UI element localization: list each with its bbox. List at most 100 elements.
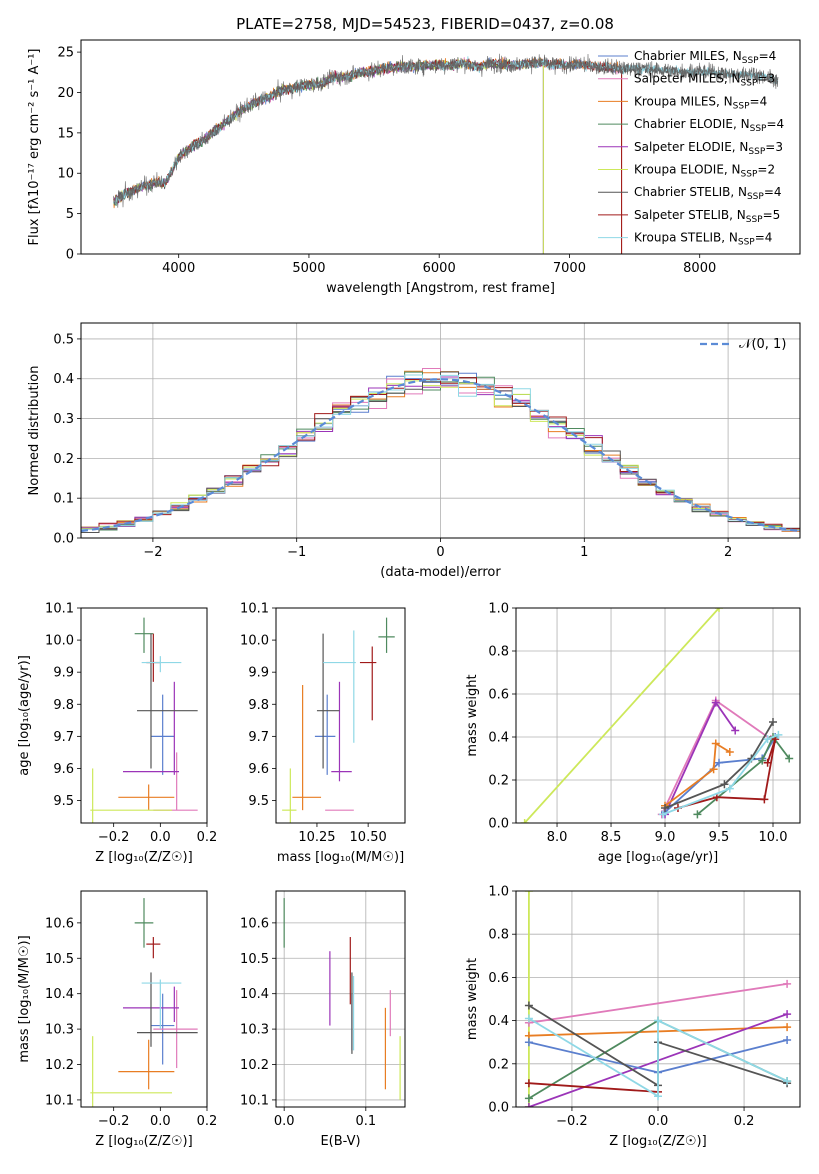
residuals-plot-area	[81, 368, 800, 533]
mass-Z-y-axis-label: mass [log₁₀(M/M☉)]	[17, 935, 32, 1062]
weight-marker	[711, 739, 720, 748]
y-tick-label: 9.5	[248, 794, 269, 809]
spectrum-legend: Chabrier MILES, NSSP=4 Salpeter MILES, NS…	[598, 49, 784, 248]
weight-age-plot-area	[520, 608, 794, 823]
weight-marker	[524, 1094, 533, 1103]
weight-age-y-axis-label: mass weight	[465, 674, 480, 756]
errorbar-point	[146, 937, 161, 959]
weight-marker	[783, 1023, 792, 1032]
y-tick-label: 10.3	[45, 1023, 74, 1038]
x-tick-label: 2	[724, 545, 732, 560]
y-tick-label: 10.3	[240, 1023, 269, 1038]
weight-marker	[520, 819, 529, 823]
weight-marker	[715, 758, 724, 767]
y-tick-label: 10.4	[45, 987, 74, 1002]
errorbar-point	[137, 633, 198, 769]
errorbar-point	[316, 633, 340, 769]
residuals-axes: −2 −1 0 1 2 0.0 0.1 0.2 0.3 0.4 0.5 (data-model)/er…	[27, 322, 801, 580]
age-Z-plot-area	[90, 617, 198, 823]
weight-marker	[774, 730, 783, 739]
spectrum-axes: 4000 5000 6000 7000 8000 0 5 10 15 20 25 wavelength…	[27, 39, 801, 296]
residual-histogram	[81, 374, 800, 531]
model-spectrum-line	[113, 57, 622, 202]
weight-marker	[725, 748, 734, 757]
x-tick-label: −0.2	[98, 1114, 130, 1129]
x-tick-label: −0.2	[98, 830, 130, 845]
y-tick-label: 9.9	[248, 666, 269, 681]
model-spectrum-line	[113, 58, 622, 204]
residuals-x-axis-label: (data-model)/error	[380, 565, 501, 580]
mass-ebv-x-axis-label: E(B-V)	[320, 1134, 360, 1149]
age-mass-plot-area	[282, 617, 395, 823]
errorbar-point	[123, 681, 179, 775]
y-tick-label: 0.8	[488, 645, 509, 660]
legend-entry: Salpeter STELIB, NSSP=5	[634, 208, 780, 225]
weight-marker	[783, 979, 792, 988]
x-tick-label: 8.5	[601, 830, 622, 845]
x-tick-label: −2	[143, 545, 162, 560]
x-tick-label: 8000	[683, 261, 716, 276]
weight-marker	[783, 1010, 792, 1019]
age-Z-axes: −0.2 0.0 0.2 9.5 9.6 9.7 9.8 9.9 10.0 10.1 Z [log₁…	[17, 602, 217, 866]
mass-Z-x-axis-label: Z [log₁₀(Z/Z☉)]	[95, 1134, 192, 1149]
y-tick-label: 10.2	[45, 1058, 74, 1073]
age-Z-y-axis-label: age [log₁₀(age/yr)]	[17, 655, 32, 776]
observed-spectrum-line	[113, 53, 779, 208]
weight-marker	[785, 754, 794, 763]
weight-Z-plot-area	[524, 891, 792, 1107]
x-tick-label: 5000	[292, 261, 325, 276]
y-tick-label: 15	[57, 126, 74, 141]
mass-Z-axes: −0.2 0.0 0.2 10.1 10.2 10.3 10.4 10.5 10.6 Z [log…	[17, 890, 217, 1149]
mass-ebv-frame	[275, 890, 406, 1108]
x-tick-label: 0.1	[355, 1114, 376, 1129]
weight-marker	[783, 1036, 792, 1045]
y-tick-label: 9.5	[53, 794, 74, 809]
y-tick-label: 10.6	[240, 916, 269, 931]
weight-marker	[524, 1001, 533, 1010]
y-tick-label: 9.8	[248, 698, 269, 713]
model-spectrum-line	[113, 57, 622, 209]
weight-age-grid	[516, 607, 800, 824]
spectrum-plot-area	[113, 53, 779, 254]
residuals-y-axis-label: Normed distribution	[27, 366, 42, 496]
errorbar-point	[134, 617, 154, 653]
legend-entry: Chabrier MILES, NSSP=4	[634, 49, 776, 66]
weight-age-frame	[515, 607, 801, 824]
x-tick-label: 0.0	[274, 1114, 295, 1129]
weight-marker	[524, 1079, 533, 1088]
y-tick-label: 9.7	[248, 730, 269, 745]
y-tick-label: 0.6	[488, 971, 509, 986]
x-tick-label: 0.2	[734, 1114, 755, 1129]
y-tick-label: 10.6	[45, 916, 74, 931]
weight-marker	[715, 608, 724, 612]
y-tick-label: 0.4	[53, 372, 74, 387]
errorbar-point	[134, 898, 154, 948]
errorbar-point	[118, 1039, 175, 1090]
mass-ebv-axes: 0.0 0.1 10.1 10.2 10.3 10.4 10.5 10.6 E(B-V)	[240, 890, 406, 1149]
weight-marker	[654, 1016, 662, 1025]
weight-marker	[654, 1092, 662, 1101]
y-tick-label: 10.1	[45, 602, 74, 617]
weight-marker	[758, 756, 767, 765]
y-tick-label: 5	[66, 207, 74, 222]
x-tick-label: 0.0	[150, 1114, 171, 1129]
legend-entry: Chabrier ELODIE, NSSP=4	[634, 117, 784, 134]
x-tick-label: 9.0	[655, 830, 676, 845]
y-tick-label: 10.0	[240, 634, 269, 649]
x-tick-label: 9.5	[709, 830, 730, 845]
y-tick-label: 9.8	[53, 698, 74, 713]
y-tick-label: 20	[57, 86, 74, 101]
y-tick-label: 10.4	[240, 987, 269, 1002]
y-tick-label: 0.3	[53, 412, 74, 427]
weight-marker	[783, 1077, 792, 1086]
errorbar-point	[378, 617, 395, 653]
weight-Z-y-axis-label: mass weight	[465, 958, 480, 1040]
weight-marker	[524, 1103, 533, 1107]
y-tick-label: 0.4	[488, 1014, 509, 1029]
x-tick-label: 0.0	[648, 1114, 669, 1129]
weight-age-axes: 8.0 8.5 9.0 9.5 10.0 0.0 0.2 0.4 0.6 0.8 1.0 age [l…	[465, 602, 801, 865]
y-tick-label: 10.5	[45, 952, 74, 967]
x-tick-label: 7000	[553, 261, 586, 276]
y-tick-label: 0.6	[488, 688, 509, 703]
weight-marker	[524, 891, 533, 895]
